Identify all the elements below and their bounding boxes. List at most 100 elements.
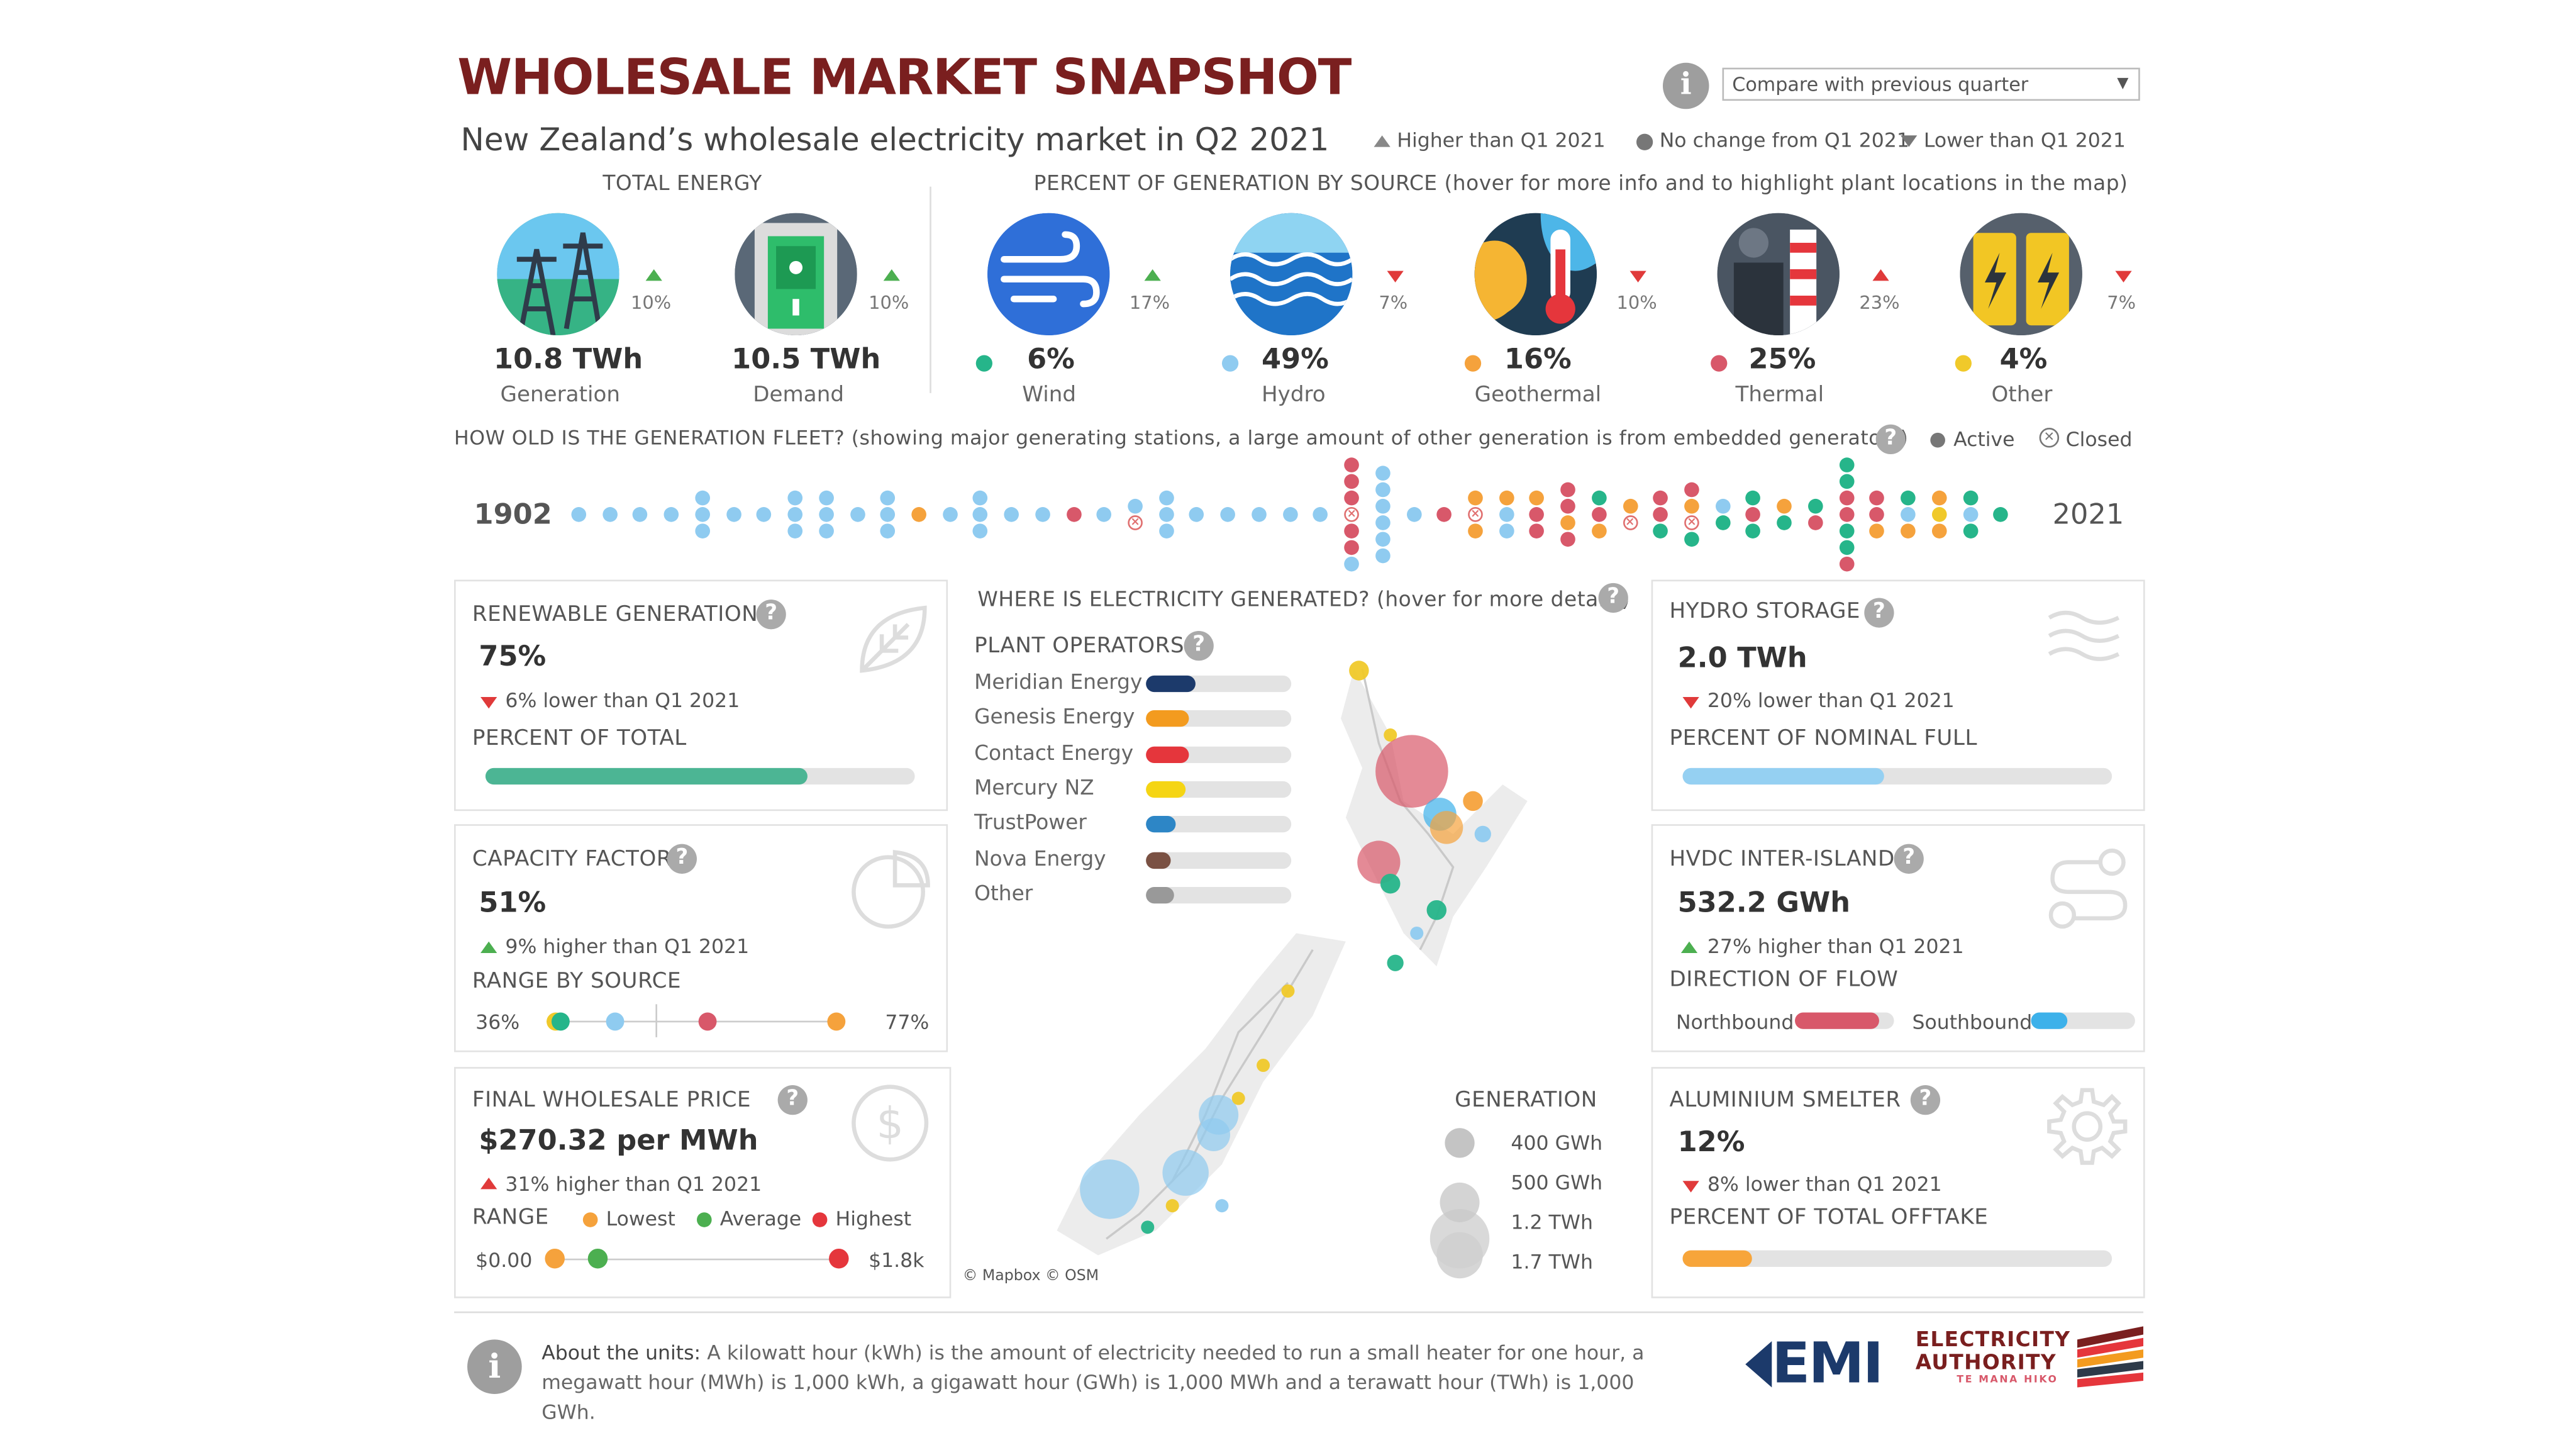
- station-dot[interactable]: [1375, 482, 1391, 498]
- closed-station-dot[interactable]: ×: [1622, 515, 1638, 530]
- station-dot[interactable]: [1344, 523, 1360, 538]
- station-dot[interactable]: [1777, 515, 1792, 530]
- station-dot[interactable]: [1839, 523, 1854, 538]
- plant-marker[interactable]: [1430, 811, 1463, 844]
- station-dot[interactable]: [1375, 515, 1391, 530]
- plant-marker[interactable]: [1426, 900, 1447, 920]
- info-button[interactable]: i: [1662, 62, 1709, 109]
- station-dot[interactable]: [911, 507, 926, 522]
- operators-help-icon[interactable]: ?: [1184, 630, 1214, 661]
- station-dot[interactable]: [571, 507, 587, 522]
- hvdc-help-icon[interactable]: ?: [1894, 844, 1924, 874]
- ea-logo[interactable]: ELECTRICITY AUTHORITY TE MANA HIKO: [1916, 1326, 2144, 1392]
- station-dot[interactable]: [880, 523, 896, 538]
- plant-marker[interactable]: [1165, 1199, 1179, 1213]
- station-dot[interactable]: [1962, 490, 1978, 506]
- station-dot[interactable]: [602, 507, 618, 522]
- station-dot[interactable]: [1004, 507, 1019, 522]
- station-dot[interactable]: [1158, 490, 1174, 506]
- station-dot[interactable]: [818, 507, 834, 522]
- plant-marker[interactable]: [1080, 1159, 1140, 1219]
- renewable-help-icon[interactable]: ?: [756, 600, 786, 630]
- station-dot[interactable]: [1158, 523, 1174, 538]
- station-dot[interactable]: [1653, 507, 1668, 522]
- station-dot[interactable]: [1591, 523, 1607, 538]
- station-dot[interactable]: [1931, 490, 1947, 506]
- station-dot[interactable]: [1591, 507, 1607, 522]
- station-dot[interactable]: [1344, 490, 1360, 506]
- station-dot[interactable]: [757, 507, 772, 522]
- station-dot[interactable]: [1530, 507, 1545, 522]
- station-dot[interactable]: [1468, 490, 1483, 506]
- station-dot[interactable]: [1653, 490, 1668, 506]
- operator-row[interactable]: Contact Energy: [974, 739, 1304, 766]
- plant-marker[interactable]: [1197, 1118, 1231, 1152]
- price-lowest-marker[interactable]: [545, 1248, 565, 1269]
- station-dot[interactable]: [663, 507, 679, 522]
- price-average-marker[interactable]: [587, 1248, 608, 1269]
- station-dot[interactable]: [1746, 523, 1762, 538]
- station-dot[interactable]: [1251, 507, 1267, 522]
- station-dot[interactable]: [1870, 490, 1885, 506]
- station-dot[interactable]: [1684, 482, 1699, 498]
- station-dot[interactable]: [1128, 498, 1143, 514]
- station-dot[interactable]: [1560, 515, 1576, 530]
- plant-marker[interactable]: [1162, 1149, 1209, 1196]
- plant-marker[interactable]: [1215, 1199, 1229, 1213]
- station-dot[interactable]: [1622, 498, 1638, 514]
- station-dot[interactable]: [1560, 532, 1576, 547]
- operator-row[interactable]: Genesis Energy: [974, 704, 1304, 730]
- closed-station-dot[interactable]: ×: [1344, 507, 1360, 522]
- station-dot[interactable]: [695, 507, 710, 522]
- station-dot[interactable]: [1375, 466, 1391, 481]
- hydro-help-icon[interactable]: ?: [1864, 598, 1894, 628]
- station-dot[interactable]: [695, 523, 710, 538]
- thermal-circle[interactable]: [1717, 213, 1840, 335]
- station-dot[interactable]: [1560, 482, 1576, 498]
- station-dot[interactable]: [1901, 523, 1916, 538]
- station-dot[interactable]: [1560, 498, 1576, 514]
- map-help-icon[interactable]: ?: [1598, 583, 1628, 613]
- station-dot[interactable]: [1344, 540, 1360, 555]
- operator-row[interactable]: Nova Energy: [974, 845, 1304, 871]
- station-dot[interactable]: [1807, 515, 1823, 530]
- station-dot[interactable]: [1375, 532, 1391, 547]
- station-dot[interactable]: [1344, 457, 1360, 472]
- station-dot[interactable]: [1993, 507, 2009, 522]
- station-dot[interactable]: [818, 490, 834, 506]
- station-dot[interactable]: [787, 523, 803, 538]
- station-dot[interactable]: [1591, 490, 1607, 506]
- plant-marker[interactable]: [1349, 661, 1369, 681]
- station-dot[interactable]: [726, 507, 741, 522]
- capacity-help-icon[interactable]: ?: [667, 844, 697, 874]
- wind-circle[interactable]: [987, 213, 1110, 335]
- station-dot[interactable]: [1344, 556, 1360, 572]
- station-dot[interactable]: [1962, 523, 1978, 538]
- station-dot[interactable]: [1499, 490, 1514, 506]
- generation-circle[interactable]: [497, 213, 619, 335]
- station-dot[interactable]: [1684, 532, 1699, 547]
- operator-row[interactable]: Mercury NZ: [974, 774, 1304, 801]
- station-dot[interactable]: [1746, 507, 1762, 522]
- station-dot[interactable]: [1870, 507, 1885, 522]
- station-dot[interactable]: [1839, 490, 1854, 506]
- station-dot[interactable]: [1931, 507, 1947, 522]
- station-dot[interactable]: [973, 523, 989, 538]
- station-dot[interactable]: [1746, 490, 1762, 506]
- fleet-help-icon[interactable]: ?: [1875, 424, 1906, 455]
- station-dot[interactable]: [787, 507, 803, 522]
- plant-marker[interactable]: [1231, 1091, 1245, 1105]
- station-dot[interactable]: [1499, 507, 1514, 522]
- station-dot[interactable]: [1839, 507, 1854, 522]
- operator-row[interactable]: TrustPower: [974, 810, 1304, 836]
- plant-marker[interactable]: [1387, 954, 1404, 971]
- capacity-geothermal-dot[interactable]: [827, 1012, 846, 1031]
- plant-marker[interactable]: [1463, 791, 1483, 811]
- station-dot[interactable]: [1684, 498, 1699, 514]
- station-dot[interactable]: [1313, 507, 1328, 522]
- station-dot[interactable]: [633, 507, 648, 522]
- station-dot[interactable]: [1530, 490, 1545, 506]
- station-dot[interactable]: [1220, 507, 1236, 522]
- plant-marker[interactable]: [1281, 984, 1295, 998]
- station-dot[interactable]: [1344, 474, 1360, 489]
